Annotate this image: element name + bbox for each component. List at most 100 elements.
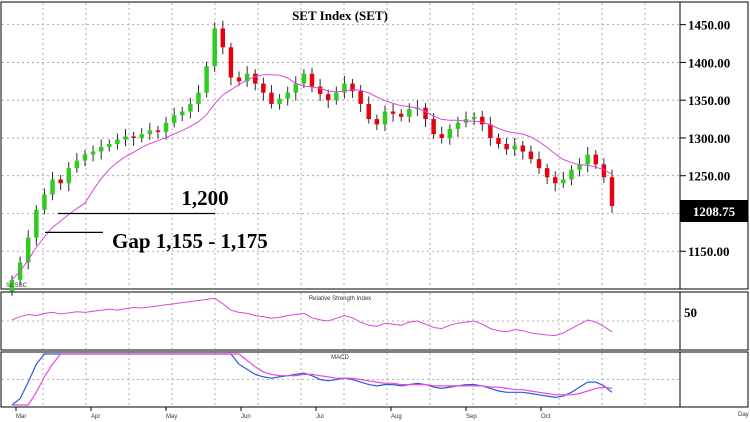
candle-up xyxy=(407,109,412,117)
candle-down xyxy=(374,119,380,125)
candle-down xyxy=(325,94,331,101)
candlesticks xyxy=(9,20,615,296)
last-price-label: 1208.75 xyxy=(693,204,736,219)
candle-down xyxy=(593,154,599,165)
price-ytick-label: 1150.00 xyxy=(688,244,730,259)
price-ytick-label: 1450.00 xyxy=(688,18,730,33)
moving-average-line xyxy=(11,74,613,281)
candle-up xyxy=(293,83,299,93)
candle-up xyxy=(212,28,217,67)
candle-down xyxy=(269,92,274,104)
candle-down xyxy=(261,83,266,93)
candle-up xyxy=(569,169,574,180)
candle-down xyxy=(520,145,526,152)
candle-down xyxy=(423,107,428,120)
candle-up xyxy=(577,164,582,170)
x-tick-label: Oct xyxy=(541,414,551,420)
candle-up xyxy=(204,66,209,93)
candle-up xyxy=(98,147,104,152)
x-tick-label: Apr xyxy=(91,414,100,420)
candle-down xyxy=(317,86,323,95)
candle-down xyxy=(358,91,363,104)
candle-down xyxy=(366,103,371,120)
candle-down xyxy=(439,134,444,138)
candle-up xyxy=(512,145,517,150)
price-axis-frame xyxy=(679,1,749,290)
candle-down xyxy=(131,136,136,138)
candle-down xyxy=(390,111,396,114)
macd-signal-line xyxy=(12,353,613,406)
price-ytick-label: 1300.00 xyxy=(688,131,730,146)
resistance-label: 1,200 xyxy=(181,186,228,210)
candle-up xyxy=(180,111,185,116)
candle-up xyxy=(25,237,31,263)
candle-up xyxy=(447,128,453,138)
candle-down xyxy=(544,168,550,178)
candle-down xyxy=(504,143,509,150)
candle-down xyxy=(350,83,355,92)
candle-down xyxy=(253,73,258,84)
rsi-line xyxy=(11,297,613,337)
candle-down xyxy=(309,73,315,87)
candle-up xyxy=(277,98,282,104)
candle-up xyxy=(188,103,193,112)
candle-up xyxy=(334,92,339,101)
candle-up xyxy=(301,73,307,84)
candle-up xyxy=(42,194,47,210)
candle-up xyxy=(382,111,388,125)
price-y-axis: 1150.001200.001250.001300.001350.001400.… xyxy=(680,18,730,259)
rsi-tick-50: 50 xyxy=(684,305,697,320)
candle-up xyxy=(139,134,144,138)
candle-up xyxy=(285,92,290,99)
candle-up xyxy=(455,122,461,129)
candle-down xyxy=(609,177,615,206)
rsi-title: Relative Strength Index xyxy=(309,296,371,302)
rsi-axis-frame xyxy=(679,291,749,351)
candle-up xyxy=(163,122,169,132)
candle-up xyxy=(561,179,566,184)
price-ytick-label: 1250.00 xyxy=(688,169,730,184)
candle-down xyxy=(431,119,436,135)
gap-label: Gap 1,155 - 1,175 xyxy=(112,229,268,253)
candle-down xyxy=(480,116,485,125)
candle-up xyxy=(585,154,590,165)
candle-up xyxy=(471,116,477,120)
price-ytick-label: 1350.00 xyxy=(688,93,730,108)
x-axis-end-label: Day xyxy=(738,412,749,418)
last-price-box xyxy=(680,200,748,222)
price-ytick-label: 1400.00 xyxy=(688,55,730,70)
candle-up xyxy=(34,209,39,238)
x-tick-label: Sep xyxy=(466,414,477,420)
candle-down xyxy=(155,130,161,132)
candle-down xyxy=(553,177,558,184)
candle-up xyxy=(107,143,112,148)
candle-down xyxy=(488,124,493,138)
x-tick-label: Jun xyxy=(241,414,251,420)
candle-down xyxy=(601,164,607,178)
candle-down xyxy=(536,159,542,169)
chart-title: SET Index (SET) xyxy=(292,8,388,23)
x-axis: Mar Apr May Jun Jul Aug Sep Oct xyxy=(15,407,551,420)
macd-axis-frame xyxy=(679,351,749,408)
candle-down xyxy=(220,28,226,48)
candle-down xyxy=(496,137,501,144)
candle-up xyxy=(9,279,15,292)
candle-up xyxy=(66,168,71,184)
candle-up xyxy=(115,139,120,144)
candle-up xyxy=(196,92,201,104)
candle-down xyxy=(58,179,63,184)
candle-down xyxy=(228,47,234,78)
candle-up xyxy=(244,73,250,82)
price-panel-frame xyxy=(0,1,681,290)
corner-label: Sc SSC xyxy=(6,283,28,289)
candle-down xyxy=(236,77,242,82)
x-tick-label: Jul xyxy=(316,414,324,420)
candle-up xyxy=(147,130,153,135)
candle-down xyxy=(398,113,404,117)
x-tick-label: Mar xyxy=(16,414,26,420)
candle-up xyxy=(90,151,96,155)
candle-up xyxy=(123,136,128,140)
candle-down xyxy=(528,151,534,160)
x-tick-label: Aug xyxy=(391,414,402,420)
